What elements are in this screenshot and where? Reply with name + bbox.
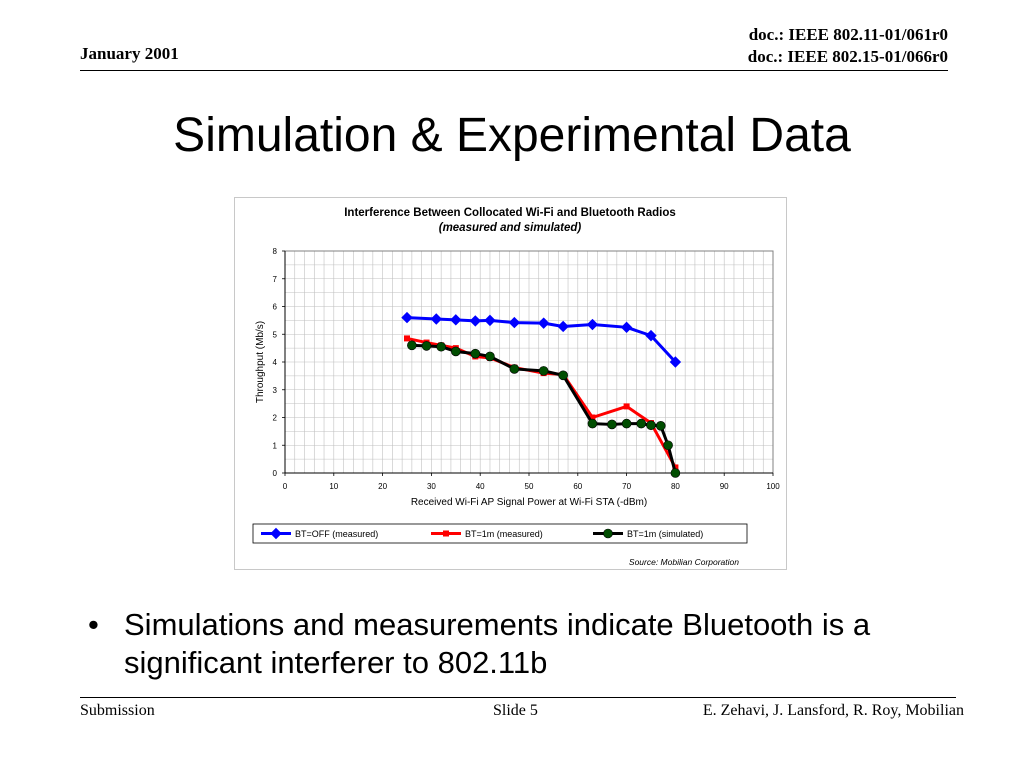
slide-title: Simulation & Experimental Data (173, 109, 851, 162)
chart-subtitle: (measured and simulated) (439, 222, 582, 234)
x-tick-label: 30 (427, 482, 436, 491)
y-tick-label: 1 (273, 441, 278, 450)
footer-divider (80, 697, 956, 698)
x-tick-label: 0 (283, 482, 288, 491)
x-tick-label: 60 (573, 482, 582, 491)
y-axis-label: Throughput (Mb/s) (255, 321, 266, 403)
data-point (485, 351, 495, 362)
data-point (450, 314, 462, 326)
legend-label: BT=1m (measured) (465, 529, 543, 539)
legend-box (252, 523, 748, 544)
data-point (557, 320, 569, 333)
data-point (404, 335, 410, 342)
chart-series (401, 311, 682, 478)
x-tick-label: 50 (525, 482, 534, 491)
bullet-text: Simulations and measurements indicate Bl… (124, 607, 871, 680)
legend-item: BT=1m (simulated) (593, 528, 703, 539)
series-line (411, 343, 677, 474)
data-point (401, 311, 413, 324)
doc-id-80211: doc.: IEEE 802.11-01/061r0 (748, 25, 948, 44)
y-tick-label: 4 (273, 358, 278, 367)
y-tick-label: 7 (273, 275, 278, 284)
footer-slide-number: Slide 5 (493, 702, 538, 719)
data-point (558, 370, 568, 381)
interference-chart: 0 10 20 30 40 50 60 70 80 90 100 0 1 2 3 4 5 6 7 8 Interfer… (252, 207, 781, 567)
data-point (451, 346, 461, 357)
data-point (621, 418, 632, 429)
chart-title: Interference Between Collocated Wi-Fi an… (344, 207, 676, 219)
legend-marker (443, 530, 449, 537)
data-point (421, 341, 432, 351)
data-point (663, 440, 673, 451)
data-point (646, 420, 656, 431)
x-tick-label: 80 (671, 482, 680, 491)
data-point (645, 329, 657, 342)
data-point (436, 341, 446, 352)
data-point (469, 315, 482, 327)
data-point (670, 468, 681, 478)
x-tick-label: 10 (329, 482, 338, 491)
series-line (406, 336, 677, 469)
chart-grid (284, 250, 774, 474)
data-point (669, 356, 682, 368)
data-point (586, 318, 599, 331)
data-point (655, 421, 666, 431)
data-point (508, 316, 521, 329)
legend-marker (270, 527, 282, 540)
data-point (407, 340, 417, 351)
legend-label: BT=1m (simulated) (627, 529, 703, 539)
y-tick-label: 5 (273, 330, 278, 339)
series-2 (404, 335, 679, 471)
data-point (538, 366, 549, 376)
y-tick-label: 0 (273, 469, 278, 478)
data-point (623, 403, 630, 410)
y-tick-label: 3 (273, 386, 278, 395)
footer-authors: E. Zehavi, J. Lansford, R. Roy, Mobilian (702, 702, 964, 719)
legend-item: BT=1m (measured) (431, 529, 543, 539)
data-point (484, 314, 496, 327)
x-tick-label: 70 (622, 482, 631, 491)
data-point (587, 418, 598, 429)
y-tick-label: 6 (273, 303, 278, 312)
doc-id-80215: doc.: IEEE 802.15-01/066r0 (747, 47, 948, 66)
chart-legend: BT=OFF (measured) BT=1m (measured) BT=1m (… (261, 527, 703, 540)
x-tick-label: 20 (378, 482, 387, 491)
y-tick-label: 8 (273, 247, 278, 256)
x-tick-label: 90 (720, 482, 729, 491)
header-date: January 2001 (80, 44, 179, 63)
data-point (636, 418, 647, 429)
data-point (537, 317, 550, 329)
y-tick-label: 2 (273, 414, 278, 423)
data-point (607, 419, 617, 430)
series-3 (407, 340, 681, 478)
header-divider (80, 70, 948, 71)
chart-container: 0 10 20 30 40 50 60 70 80 90 100 0 1 2 3 4 5 6 7 8 Interfer… (234, 197, 787, 570)
legend-item: BT=OFF (measured) (261, 527, 378, 540)
series-1 (401, 311, 682, 368)
data-point (589, 414, 596, 421)
source-note: Source: Mobilian Corporation (629, 557, 739, 567)
chart-axes: 0 10 20 30 40 50 60 70 80 90 100 0 1 2 3 4 5 6 7 8 (273, 247, 781, 491)
data-point (509, 364, 520, 374)
footer-submission: Submission (80, 702, 155, 719)
data-point (620, 321, 633, 334)
x-axis-label: Received Wi-Fi AP Signal Power at Wi-Fi … (411, 497, 647, 508)
bullet-marker: • (88, 607, 99, 642)
legend-label: BT=OFF (measured) (295, 529, 378, 539)
x-tick-label: 40 (476, 482, 485, 491)
x-tick-label: 100 (766, 482, 780, 491)
legend-marker (603, 528, 613, 539)
header-doc-ids: doc.: IEEE 802.11-01/061r0 doc.: IEEE 80… (748, 24, 948, 68)
data-point (430, 313, 442, 325)
data-point (470, 348, 481, 359)
